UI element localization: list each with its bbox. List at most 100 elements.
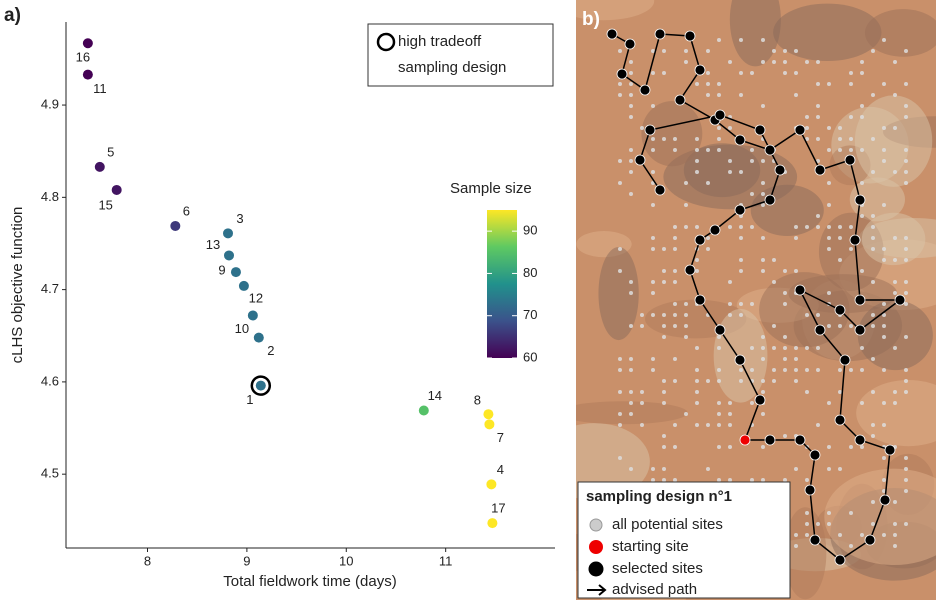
potential-site (684, 60, 688, 64)
potential-site (783, 49, 787, 53)
y-tick-label: 4.5 (41, 466, 59, 481)
potential-site (827, 225, 831, 229)
potential-site (739, 225, 743, 229)
potential-site (882, 302, 886, 306)
potential-site (695, 170, 699, 174)
potential-site (750, 346, 754, 350)
potential-site (739, 38, 743, 42)
potential-site (805, 60, 809, 64)
potential-site (695, 401, 699, 405)
potential-site (618, 368, 622, 372)
potential-site (882, 324, 886, 328)
potential-site (640, 390, 644, 394)
potential-site (761, 104, 765, 108)
potential-site (849, 148, 853, 152)
potential-site (783, 478, 787, 482)
point-label: 15 (98, 197, 112, 212)
potential-site (904, 368, 908, 372)
potential-site (695, 148, 699, 152)
potential-site (695, 159, 699, 163)
potential-site (904, 390, 908, 394)
potential-site (827, 324, 831, 328)
potential-site (816, 82, 820, 86)
potential-site (750, 368, 754, 372)
potential-site (904, 467, 908, 471)
selected-site (695, 295, 705, 305)
potential-site (893, 500, 897, 504)
potential-site (860, 269, 864, 273)
potential-site (882, 401, 886, 405)
terrain (784, 507, 826, 599)
panel-label: b) (582, 9, 600, 30)
potential-site (893, 544, 897, 548)
potential-site (662, 467, 666, 471)
potential-site (838, 324, 842, 328)
point-label: 3 (236, 211, 243, 226)
potential-site (728, 126, 732, 130)
potential-site (838, 126, 842, 130)
colorbar (487, 210, 517, 358)
selected-site (765, 145, 775, 155)
potential-site (783, 60, 787, 64)
potential-site (794, 346, 798, 350)
potential-site (882, 478, 886, 482)
potential-site (783, 71, 787, 75)
potential-site (750, 192, 754, 196)
potential-site (728, 478, 732, 482)
potential-site (904, 379, 908, 383)
potential-site (629, 170, 633, 174)
potential-site (761, 38, 765, 42)
page: {"chart_data": { "type": "scatter", "pan… (0, 0, 936, 600)
selected-site (880, 495, 890, 505)
potential-site (805, 346, 809, 350)
selected-site (625, 39, 635, 49)
potential-site (618, 181, 622, 185)
potential-site (893, 258, 897, 262)
potential-site (684, 335, 688, 339)
potential-site (673, 379, 677, 383)
potential-site (882, 335, 886, 339)
potential-site (717, 478, 721, 482)
legend-symbol (589, 540, 603, 554)
potential-site (629, 115, 633, 119)
point (83, 70, 93, 80)
potential-site (728, 423, 732, 427)
colorbar-tick-label: 90 (523, 223, 537, 238)
potential-site (794, 467, 798, 471)
potential-site (893, 390, 897, 394)
potential-site (827, 467, 831, 471)
point (95, 162, 105, 172)
potential-site (695, 82, 699, 86)
selected-site (855, 295, 865, 305)
point-label: 7 (497, 430, 504, 445)
potential-site (827, 445, 831, 449)
potential-site (805, 126, 809, 130)
legend-label: sampling design (398, 59, 506, 76)
potential-site (695, 368, 699, 372)
potential-site (882, 423, 886, 427)
potential-site (849, 368, 853, 372)
potential-site (728, 445, 732, 449)
selected-site (607, 29, 617, 39)
potential-site (695, 346, 699, 350)
potential-site (827, 148, 831, 152)
potential-site (662, 390, 666, 394)
selected-site (735, 205, 745, 215)
potential-site (860, 115, 864, 119)
potential-site (761, 159, 765, 163)
potential-site (651, 203, 655, 207)
point (239, 281, 249, 291)
selected-site (695, 65, 705, 75)
potential-site (618, 357, 622, 361)
selected-site (895, 295, 905, 305)
point-label: 13 (206, 237, 220, 252)
potential-site (728, 412, 732, 416)
potential-site (783, 368, 787, 372)
selected-site (735, 355, 745, 365)
potential-site (706, 82, 710, 86)
point-label: 4 (497, 462, 504, 477)
potential-site (827, 181, 831, 185)
potential-site (772, 280, 776, 284)
potential-site (761, 236, 765, 240)
potential-site (805, 533, 809, 537)
